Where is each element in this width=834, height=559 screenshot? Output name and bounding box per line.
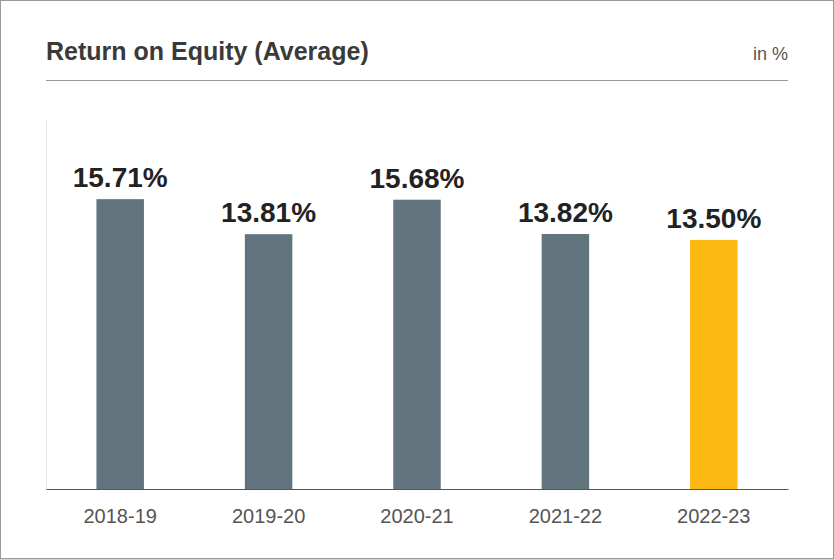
data-label: 13.50% [666, 203, 761, 234]
separator [46, 80, 788, 81]
x-tick: 2021-22 [529, 489, 602, 527]
x-tick: 2018-19 [83, 489, 156, 527]
bar [245, 234, 292, 489]
x-tick-label: 2018-19 [83, 505, 156, 527]
data-label: 15.68% [370, 163, 465, 194]
bar [690, 240, 737, 489]
x-tick: 2019-20 [232, 489, 305, 527]
data-labels: 15.71% 13.81% 15.68% 13.82% 13.50% [73, 162, 762, 234]
bars [96, 199, 737, 489]
y-axis [46, 121, 47, 490]
y-axis-line [46, 121, 47, 490]
data-label: 13.81% [221, 197, 316, 228]
x-tick: 2022-23 [677, 489, 750, 527]
x-axis: 2018-19 2019-20 2020-21 2021-22 2022-23 [47, 489, 789, 527]
unit-label: in % [753, 44, 788, 64]
x-tick: 2020-21 [380, 489, 453, 527]
frame [1, 1, 834, 559]
bar [96, 199, 143, 489]
chart: Return on Equity (Average)in %2018-19201… [0, 0, 834, 559]
x-tick-label: 2022-23 [677, 505, 750, 527]
bar [393, 200, 440, 489]
x-tick-label: 2019-20 [232, 505, 305, 527]
data-label: 15.71% [73, 162, 168, 193]
title: Return on Equity (Average) [46, 37, 369, 65]
data-label: 13.82% [518, 197, 613, 228]
bar [542, 234, 589, 489]
x-tick-label: 2021-22 [529, 505, 602, 527]
x-axis-line [47, 489, 789, 490]
x-tick-label: 2020-21 [380, 505, 453, 527]
